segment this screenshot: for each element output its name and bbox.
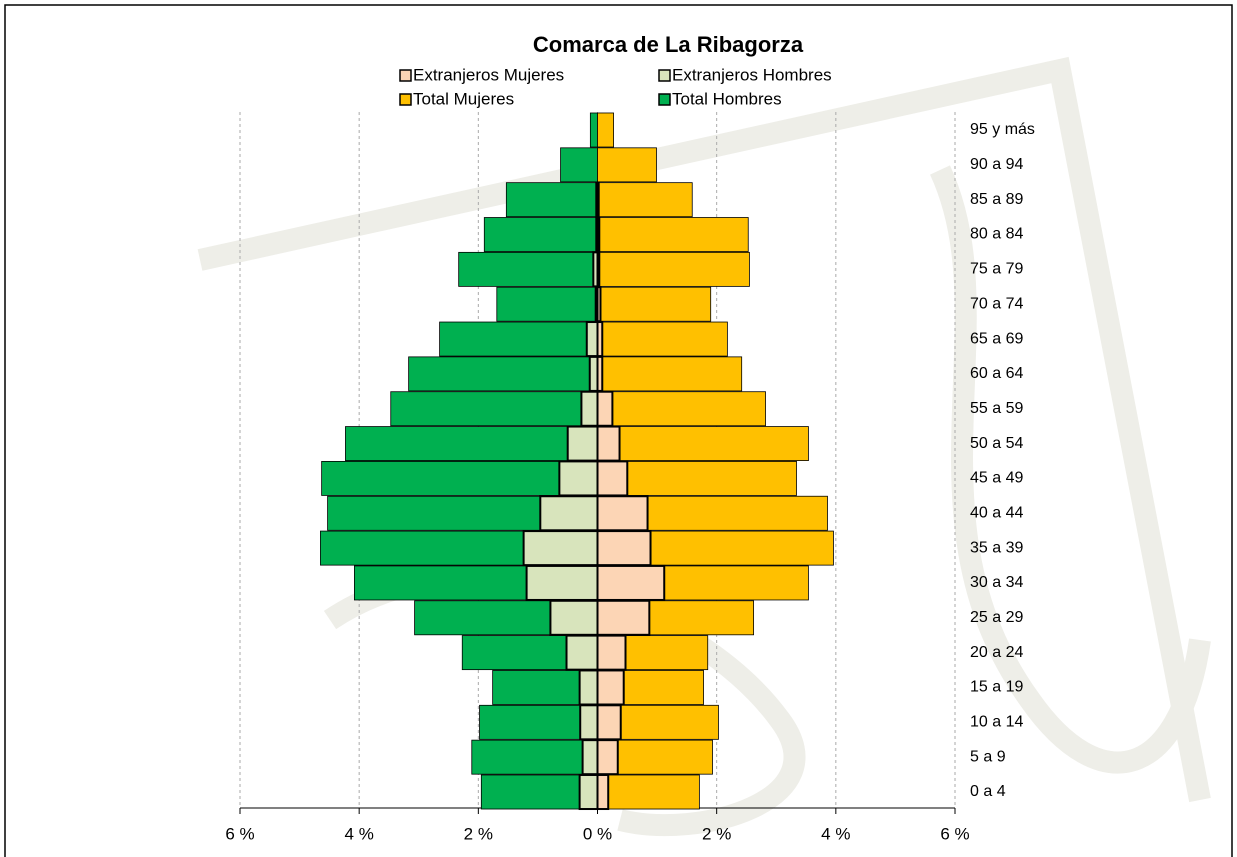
foreign-bar <box>596 425 621 462</box>
foreign-bar <box>565 634 599 671</box>
foreign-bar <box>596 460 629 497</box>
legend-label: Extranjeros Hombres <box>672 65 832 84</box>
foreign-bar <box>579 704 599 741</box>
foreign-bar <box>596 251 601 288</box>
total-bar <box>597 460 797 496</box>
foreign-bar <box>525 564 599 601</box>
foreign-bar <box>596 669 625 706</box>
category-label: 10 a 14 <box>970 714 1023 731</box>
legend-swatch <box>658 69 671 82</box>
foreign-bar <box>596 355 604 392</box>
foreign-bar <box>558 460 599 497</box>
legend-swatch <box>399 69 412 82</box>
category-label: 80 a 84 <box>970 226 1023 243</box>
x-tick-label: 0 % <box>583 824 612 843</box>
total-bar <box>597 391 766 427</box>
category-label: 35 a 39 <box>970 539 1023 556</box>
category-label: 70 a 74 <box>970 295 1023 312</box>
category-label: 15 a 19 <box>970 679 1023 696</box>
category-label: 30 a 34 <box>970 574 1023 591</box>
category-label: 5 a 9 <box>970 748 1006 765</box>
total-bar <box>589 112 598 148</box>
foreign-bar <box>596 321 604 358</box>
foreign-bar <box>596 181 600 218</box>
legend-swatch <box>658 93 671 106</box>
total-bar <box>597 251 750 287</box>
foreign-bar <box>566 425 599 462</box>
total-bar <box>458 251 598 287</box>
foreign-bar <box>596 530 652 567</box>
foreign-bar <box>522 530 599 567</box>
legend-swatch <box>399 93 412 106</box>
foreign-bar <box>596 390 614 427</box>
category-label: 45 a 49 <box>970 470 1023 487</box>
category-label: 85 a 89 <box>970 191 1023 208</box>
legend-label: Total Hombres <box>672 89 782 108</box>
category-label: 75 a 79 <box>970 261 1023 278</box>
total-bar <box>408 356 598 392</box>
total-bar <box>505 182 598 218</box>
total-bar <box>597 286 712 322</box>
foreign-bar <box>539 495 599 532</box>
category-label: 0 a 4 <box>970 783 1006 800</box>
total-bar <box>471 739 598 775</box>
foreign-bar <box>596 286 602 323</box>
category-label: 65 a 69 <box>970 330 1023 347</box>
category-label: 40 a 44 <box>970 504 1023 521</box>
total-bar <box>560 147 598 183</box>
x-tick-label: 6 % <box>225 824 254 843</box>
foreign-bar <box>549 599 599 636</box>
foreign-bar <box>596 704 622 741</box>
total-bar <box>321 460 598 496</box>
foreign-bar <box>580 390 599 427</box>
total-bar <box>597 356 743 392</box>
total-bar <box>483 217 598 252</box>
x-tick-label: 2 % <box>702 824 731 843</box>
total-bar <box>345 426 598 461</box>
total-bar <box>597 426 809 461</box>
total-bar <box>390 391 598 427</box>
total-bar <box>496 286 598 322</box>
total-bar <box>597 112 614 148</box>
total-bar <box>597 774 700 810</box>
x-tick-label: 6 % <box>940 824 969 843</box>
x-tick-label: 2 % <box>464 824 493 843</box>
foreign-bar <box>588 355 599 392</box>
foreign-bar <box>596 216 601 253</box>
legend-label: Extranjeros Mujeres <box>413 65 564 84</box>
x-tick-label: 4 % <box>821 824 850 843</box>
category-label: 25 a 29 <box>970 609 1023 626</box>
category-label: 95 y más <box>970 121 1035 138</box>
foreign-bar <box>596 773 610 811</box>
total-bar <box>597 217 749 252</box>
total-bar <box>597 321 728 357</box>
category-label: 55 a 59 <box>970 400 1023 417</box>
foreign-bar <box>596 564 666 601</box>
foreign-bar <box>596 739 619 776</box>
category-label: 60 a 64 <box>970 365 1023 382</box>
foreign-bar <box>578 669 599 706</box>
category-label: 50 a 54 <box>970 435 1023 452</box>
foreign-bar <box>596 599 651 636</box>
total-bar <box>597 182 693 218</box>
total-bar <box>597 147 657 183</box>
foreign-bar <box>596 495 649 532</box>
total-bar <box>439 321 598 357</box>
foreign-bar <box>578 773 599 811</box>
chart-title: Comarca de La Ribagorza <box>533 32 804 57</box>
foreign-bar <box>596 634 627 671</box>
category-label: 20 a 24 <box>970 644 1023 661</box>
category-label: 90 a 94 <box>970 156 1023 173</box>
legend-label: Total Mujeres <box>413 89 514 108</box>
foreign-bar <box>585 321 599 358</box>
total-bar <box>479 704 598 740</box>
foreign-bar <box>581 739 599 776</box>
x-tick-label: 4 % <box>345 824 374 843</box>
